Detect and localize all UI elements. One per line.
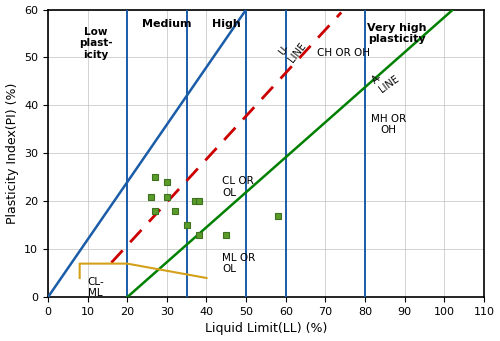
Text: High: High: [212, 19, 240, 29]
Text: MH OR
OH: MH OR OH: [371, 114, 406, 135]
Text: A-
LINE: A- LINE: [370, 65, 401, 95]
Text: ML OR
OL: ML OR OL: [222, 253, 256, 275]
Y-axis label: Plasticity Index(PI) (%): Plasticity Index(PI) (%): [6, 83, 18, 224]
Text: Medium: Medium: [142, 19, 192, 29]
Text: CL OR
OL: CL OR OL: [222, 176, 254, 198]
Text: CL-
ML: CL- ML: [88, 277, 104, 298]
X-axis label: Liquid Limit(LL) (%): Liquid Limit(LL) (%): [205, 323, 327, 336]
Text: CH OR OH: CH OR OH: [318, 48, 370, 58]
Text: U-
LINE: U- LINE: [278, 34, 308, 64]
Text: Low
plast-
icity: Low plast- icity: [78, 27, 112, 60]
Text: Very high
plasticity: Very high plasticity: [367, 23, 426, 44]
